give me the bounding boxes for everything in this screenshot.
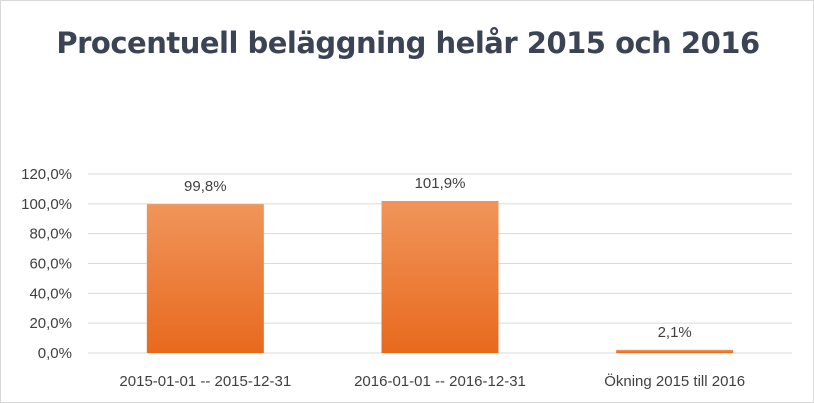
category-labels: 2015-01-01 -- 2015-12-31 2016-01-01 -- 20…	[119, 372, 745, 390]
data-label: 2,1%	[658, 324, 692, 341]
y-tick-label: 40,0%	[29, 285, 72, 302]
y-axis-ticks: 0,0% 20,0% 40,0% 60,0% 80,0% 100,0% 120,0%	[21, 166, 72, 362]
y-tick-label: 100,0%	[21, 196, 72, 213]
y-tick-label: 120,0%	[21, 166, 72, 183]
y-tick-label: 0,0%	[38, 345, 72, 362]
category-label: 2015-01-01 -- 2015-12-31	[119, 373, 291, 390]
bars	[146, 200, 734, 353]
chart-title: Procentuell beläggning helår 2015 och 20…	[56, 26, 760, 60]
bar	[616, 349, 734, 353]
bar	[381, 200, 499, 353]
category-label: Ökning 2015 till 2016	[604, 372, 745, 390]
y-tick-label: 20,0%	[29, 315, 72, 332]
data-label: 99,8%	[184, 178, 227, 195]
category-label: 2016-01-01 -- 2016-12-31	[354, 373, 526, 390]
data-labels: 99,8% 101,9% 2,1%	[184, 175, 692, 341]
y-tick-label: 80,0%	[29, 226, 72, 243]
data-label: 101,9%	[415, 175, 466, 192]
bar	[146, 204, 264, 353]
y-tick-label: 60,0%	[29, 256, 72, 273]
